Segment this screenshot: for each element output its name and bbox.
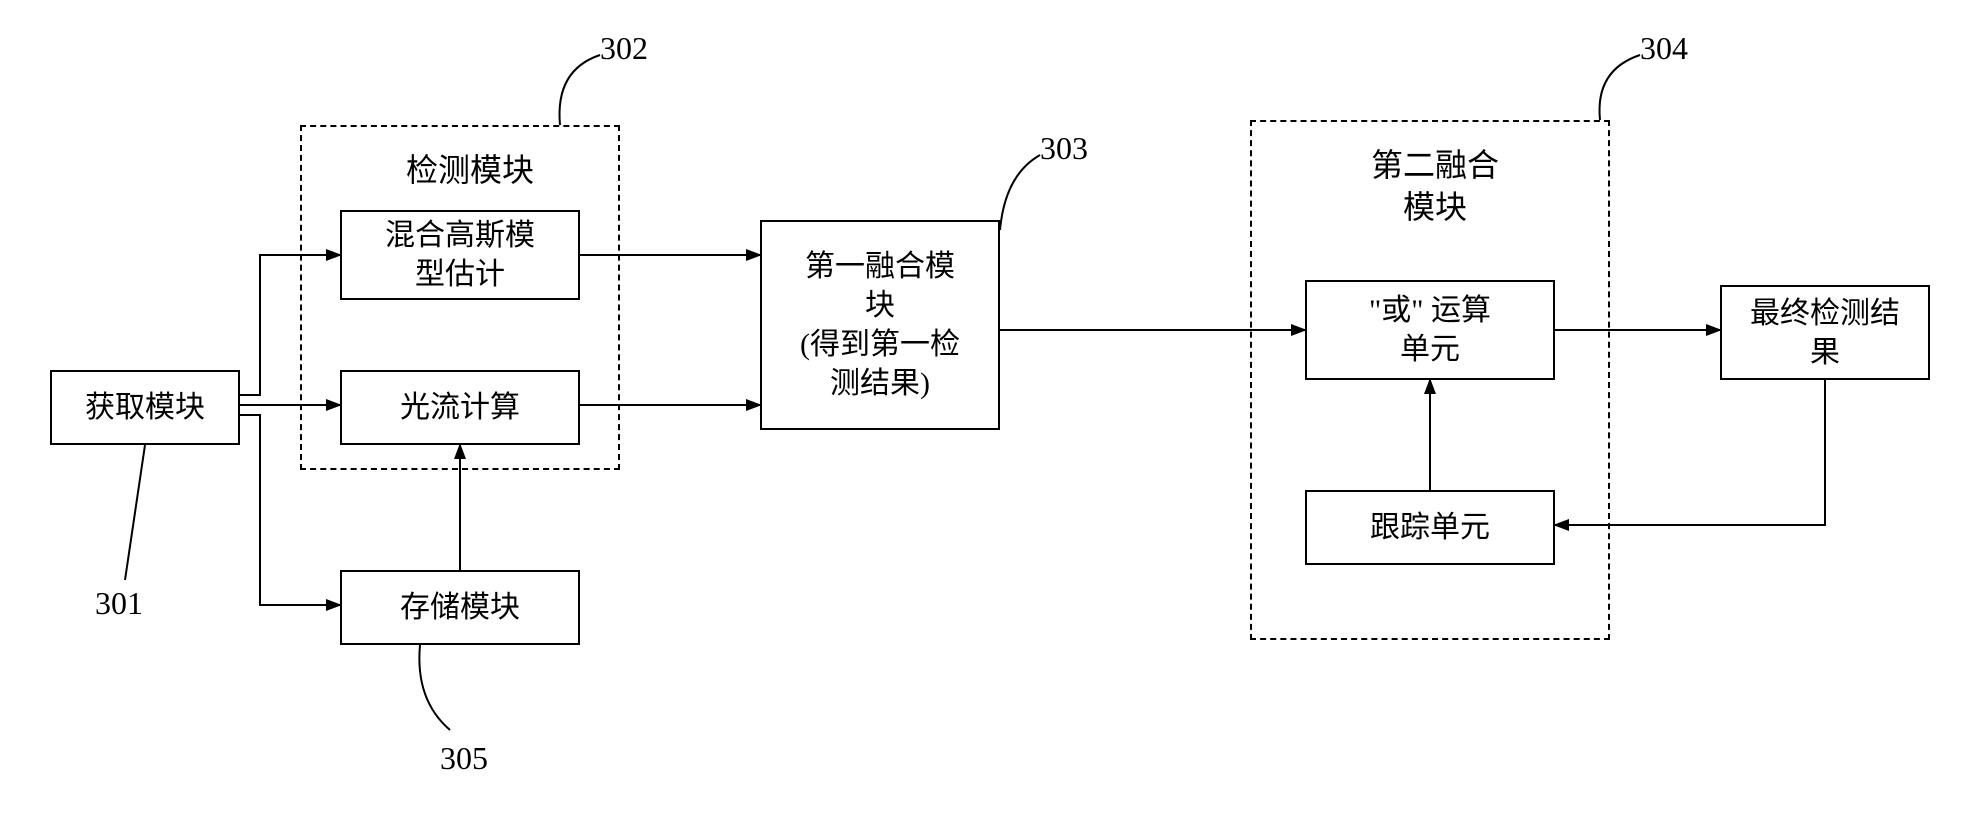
node-track_unit: 跟踪单元 xyxy=(1305,490,1555,565)
ref-leader-303 xyxy=(1000,155,1040,230)
ref-304: 304 xyxy=(1640,30,1688,67)
ref-leader-301 xyxy=(125,445,145,580)
node-track_unit-label: 跟踪单元 xyxy=(1370,508,1490,547)
ref-leader-305 xyxy=(419,645,450,730)
ref-302: 302 xyxy=(600,30,648,67)
ref-leader-302 xyxy=(560,55,601,125)
node-detect_title: 检测模块 xyxy=(400,150,540,190)
node-fusion2_title: 第二融合模块 xyxy=(1360,145,1510,225)
node-or_unit-label: "或" 运算单元 xyxy=(1369,291,1491,369)
node-opticalflow-label: 光流计算 xyxy=(400,388,520,427)
node-fusion2_title-label: 第二融合模块 xyxy=(1371,147,1499,225)
node-detect_title-label: 检测模块 xyxy=(406,152,534,188)
node-storage-label: 存储模块 xyxy=(400,588,520,627)
node-final: 最终检测结果 xyxy=(1720,285,1930,380)
node-gauss: 混合高斯模型估计 xyxy=(340,210,580,300)
node-final-label: 最终检测结果 xyxy=(1750,294,1900,372)
node-fusion1: 第一融合模块(得到第一检测结果) xyxy=(760,220,1000,430)
ref-303: 303 xyxy=(1040,130,1088,167)
node-or_unit: "或" 运算单元 xyxy=(1305,280,1555,380)
node-gauss-label: 混合高斯模型估计 xyxy=(385,216,535,294)
node-fusion1-label: 第一融合模块(得到第一检测结果) xyxy=(800,247,960,403)
node-opticalflow: 光流计算 xyxy=(340,370,580,445)
node-storage: 存储模块 xyxy=(340,570,580,645)
node-acquire-label: 获取模块 xyxy=(85,388,205,427)
ref-301: 301 xyxy=(95,585,143,622)
ref-leader-304 xyxy=(1600,55,1641,120)
ref-305: 305 xyxy=(440,740,488,777)
node-acquire: 获取模块 xyxy=(50,370,240,445)
